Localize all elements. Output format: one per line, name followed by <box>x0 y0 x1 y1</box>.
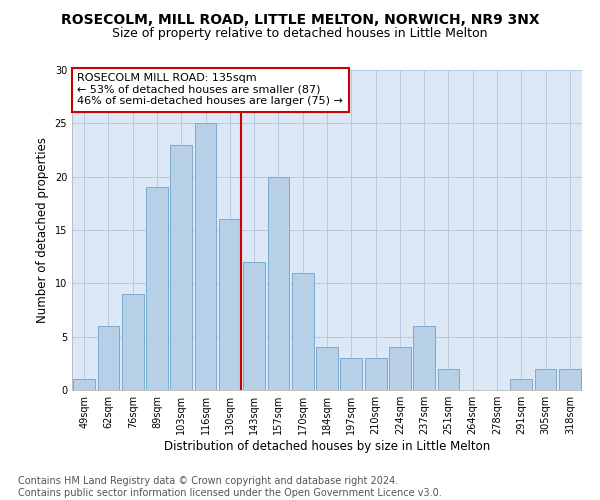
Bar <box>194 124 217 390</box>
Bar <box>365 358 386 390</box>
Bar <box>559 368 581 390</box>
Bar <box>268 176 289 390</box>
Bar <box>437 368 460 390</box>
Bar <box>292 272 314 390</box>
Bar <box>219 220 241 390</box>
Bar <box>340 358 362 390</box>
Bar <box>97 326 119 390</box>
Bar <box>243 262 265 390</box>
Bar <box>122 294 143 390</box>
Bar <box>535 368 556 390</box>
Bar <box>413 326 435 390</box>
Text: ROSECOLM MILL ROAD: 135sqm
← 53% of detached houses are smaller (87)
46% of semi: ROSECOLM MILL ROAD: 135sqm ← 53% of deta… <box>77 73 343 106</box>
Bar <box>170 144 192 390</box>
Bar <box>146 188 168 390</box>
Text: ROSECOLM, MILL ROAD, LITTLE MELTON, NORWICH, NR9 3NX: ROSECOLM, MILL ROAD, LITTLE MELTON, NORW… <box>61 12 539 26</box>
X-axis label: Distribution of detached houses by size in Little Melton: Distribution of detached houses by size … <box>164 440 490 453</box>
Text: Contains HM Land Registry data © Crown copyright and database right 2024.
Contai: Contains HM Land Registry data © Crown c… <box>18 476 442 498</box>
Bar <box>73 380 95 390</box>
Text: Size of property relative to detached houses in Little Melton: Size of property relative to detached ho… <box>112 28 488 40</box>
Bar <box>316 348 338 390</box>
Bar <box>511 380 532 390</box>
Bar <box>389 348 411 390</box>
Y-axis label: Number of detached properties: Number of detached properties <box>36 137 49 323</box>
